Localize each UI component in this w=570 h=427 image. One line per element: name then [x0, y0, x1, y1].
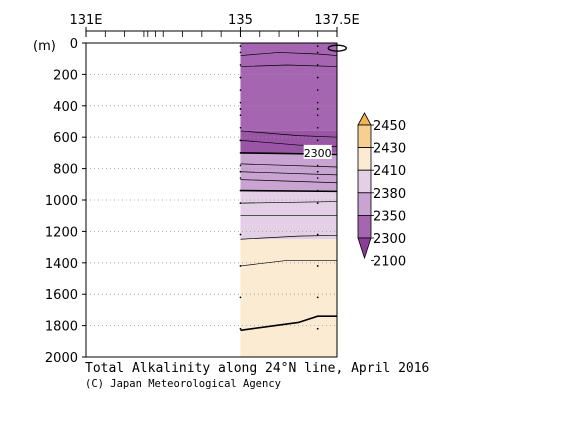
station-point	[239, 126, 242, 129]
station-point	[316, 89, 319, 91]
station-point	[316, 296, 319, 299]
station-point	[316, 76, 319, 79]
colorbar: 2450 2430 2410 2380 2350 2300 2100	[357, 112, 406, 270]
station-point	[316, 139, 319, 142]
chart-credit: (C) Japan Meteorological Agency	[85, 378, 281, 390]
station-point	[239, 327, 242, 330]
station-point	[316, 51, 319, 54]
contour-line-0	[240, 52, 338, 56]
chart-title: Total Alkalinity along 24°N line, April …	[85, 361, 429, 376]
fill-layer-2	[240, 152, 337, 191]
station-point	[239, 164, 242, 167]
station-point	[316, 45, 319, 48]
station-point	[239, 108, 242, 110]
contour-line-12	[240, 260, 337, 267]
station-point	[316, 126, 319, 129]
x-tick-label: 131E	[69, 13, 102, 28]
fill-layer-4	[240, 239, 337, 357]
x-tick-label: 135	[228, 13, 253, 28]
contour-line-6	[240, 171, 338, 176]
station-point	[239, 296, 242, 299]
contour-line-13	[240, 315, 337, 332]
station-point	[239, 101, 242, 104]
colorbar-segment	[357, 192, 372, 216]
station-point	[316, 101, 319, 104]
station-point	[239, 202, 242, 205]
station-point	[316, 170, 319, 173]
contour-line-11	[240, 234, 338, 240]
contour-line-9	[240, 201, 338, 204]
station-point	[316, 189, 319, 192]
station-point	[316, 202, 319, 205]
y-axis-label: (m)	[33, 39, 56, 54]
station-point	[239, 89, 242, 91]
station-point	[239, 76, 242, 79]
plot-layer: 2300	[86, 43, 347, 357]
x-tick-label: 137.5E	[314, 13, 359, 28]
station-point	[239, 177, 242, 179]
y-tick-label: 1400	[45, 257, 78, 272]
colorbar-label: 2100	[373, 255, 406, 270]
y-tick-label: 800	[53, 163, 78, 178]
colorbar-top-arrow	[357, 112, 372, 126]
station-point	[239, 114, 242, 117]
station-point	[316, 265, 319, 267]
station-point	[239, 233, 242, 236]
y-tick-label: 0	[70, 37, 78, 52]
fill-layer-0	[240, 43, 337, 131]
contour-line-1	[240, 64, 338, 67]
station-point	[316, 177, 319, 179]
y-tick-label: 2000	[45, 351, 78, 366]
station-point	[316, 164, 319, 167]
colorbar-label: 2350	[373, 209, 406, 224]
station-point	[239, 265, 242, 267]
y-tick-label: 1200	[45, 225, 78, 240]
station-point	[239, 64, 242, 66]
station-point	[239, 45, 242, 48]
colorbar-label: 2300	[373, 232, 406, 247]
contour-label: 2300	[304, 147, 332, 160]
station-point	[316, 327, 319, 330]
station-point	[316, 64, 319, 66]
y-tick-label: 600	[53, 131, 78, 146]
colorbar-label: 2450	[373, 119, 406, 134]
colorbar-segment	[357, 214, 372, 239]
colorbar-label: 2380	[373, 187, 406, 202]
station-point	[239, 189, 242, 192]
y-tick-label: 1600	[45, 288, 78, 303]
axes-layer: 131E 135 137.5E 0 200 400 600 800 1000 1200 1400 16…	[45, 13, 360, 366]
station-point	[316, 114, 319, 117]
colorbar-segment	[357, 147, 372, 171]
y-tick-label: 400	[53, 100, 78, 115]
station-point	[239, 152, 242, 154]
colorbar-segment	[357, 169, 372, 194]
colorbar-segment	[357, 124, 372, 149]
y-tick-label: 200	[53, 68, 78, 83]
y-tick-label: 1800	[45, 320, 78, 335]
colorbar-bottom-arrow	[357, 237, 372, 260]
station-point	[316, 233, 319, 236]
station-point	[239, 139, 242, 142]
station-point	[239, 170, 242, 173]
contour-line-8	[240, 189, 338, 193]
contour-line-2	[240, 130, 338, 138]
colorbar-label: 2430	[373, 142, 406, 157]
contour-line-7	[240, 179, 338, 184]
contour-line-5	[240, 163, 338, 168]
y-tick-label: 1000	[45, 194, 78, 209]
fill-layer-3	[240, 190, 337, 240]
colorbar-label: 2410	[373, 164, 406, 179]
station-point	[239, 51, 242, 54]
station-point	[316, 108, 319, 110]
contour-label-bg	[303, 144, 332, 159]
